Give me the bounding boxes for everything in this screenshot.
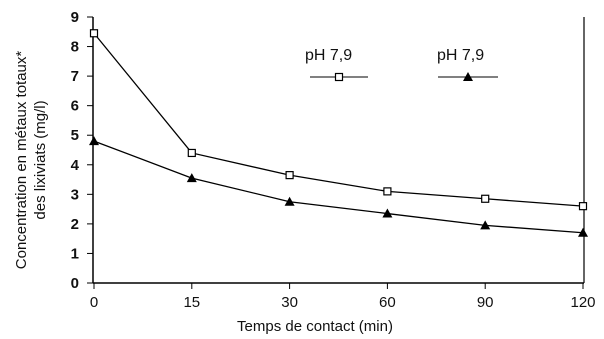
x-axis-ticks: 0 15 30 60 90 120 — [90, 283, 596, 311]
chart-legend: pH 7,9 pH 7,9 — [305, 47, 498, 82]
y-tick-label: 3 — [71, 186, 79, 203]
x-tick-label: 15 — [183, 294, 200, 311]
x-tick-label: 90 — [477, 294, 494, 311]
series-line — [93, 140, 584, 234]
square-marker — [383, 187, 392, 196]
chart-axes — [92, 17, 585, 284]
y-tick-label: 6 — [71, 98, 79, 115]
square-marker — [481, 194, 490, 203]
legend-entry-2: pH 7,9 — [437, 47, 498, 81]
y-tick-label: 9 — [71, 9, 79, 26]
y-tick-label: 4 — [71, 157, 80, 174]
y-axis-title-line-1: Concentration en métaux totaux* — [13, 51, 30, 270]
triangle-marker — [284, 196, 295, 206]
series-line — [93, 32, 584, 207]
y-tick-label: 2 — [71, 216, 79, 233]
x-tick-label: 120 — [570, 294, 595, 311]
square-marker — [578, 202, 588, 211]
triangle-marker — [480, 220, 491, 230]
square-marker — [334, 72, 344, 82]
series-2 — [89, 136, 588, 237]
x-axis-title: Temps de contact (min) — [237, 318, 393, 335]
triangle-marker — [463, 72, 473, 81]
triangle-marker — [578, 227, 588, 237]
legend-label: pH 7,9 — [437, 47, 484, 64]
x-tick-label: 60 — [379, 294, 396, 311]
y-tick-label: 5 — [71, 127, 79, 144]
square-marker — [89, 29, 99, 38]
square-marker — [285, 171, 294, 180]
legend-entry-1: pH 7,9 — [305, 47, 368, 82]
y-tick-label: 0 — [71, 275, 79, 292]
y-tick-label: 8 — [71, 39, 79, 56]
y-axis-title-line-2: des lixiviats (mg/l) — [32, 100, 49, 219]
square-marker — [187, 148, 196, 158]
legend-label: pH 7,9 — [305, 47, 352, 64]
y-tick-label: 1 — [71, 245, 79, 262]
x-tick-label: 0 — [90, 294, 98, 311]
series-layer — [89, 29, 588, 237]
series-1 — [89, 29, 588, 211]
triangle-marker — [382, 208, 393, 218]
triangle-marker — [89, 136, 99, 146]
y-axis-ticks: 0 1 2 3 4 5 6 7 8 9 — [71, 9, 93, 292]
triangle-marker — [186, 173, 197, 183]
y-tick-label: 7 — [71, 68, 79, 85]
x-tick-label: 30 — [281, 294, 298, 311]
